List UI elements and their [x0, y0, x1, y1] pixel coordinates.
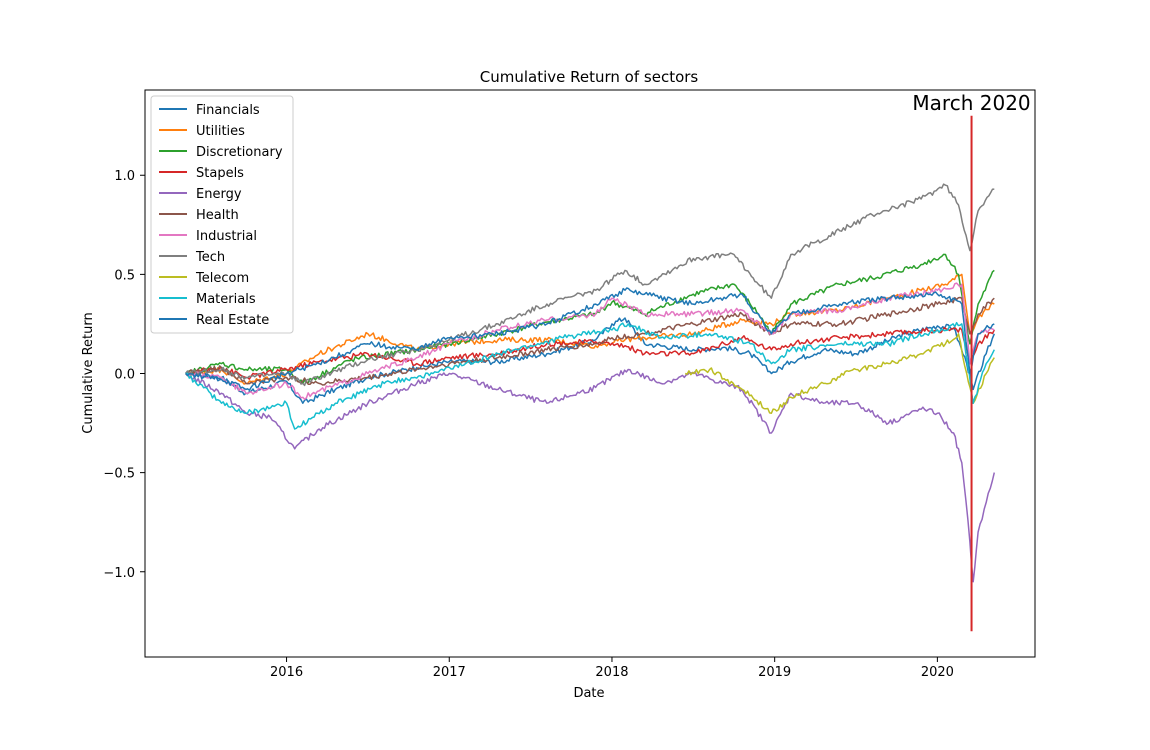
series-line-tech: [185, 183, 995, 387]
legend: Financials Utilities Discretionary Stapels E…: [150, 95, 294, 334]
x-tick-label: 2020: [921, 665, 954, 680]
y-tick-label: −0.5: [103, 467, 135, 482]
x-tick-label: 2018: [595, 665, 628, 680]
y-axis-label: Cumulative Return: [81, 312, 96, 433]
series-layer: [185, 183, 996, 583]
legend-entry-label: Real Estate: [196, 313, 269, 328]
y-tick-label: −1.0: [103, 566, 135, 581]
series-line-health: [185, 296, 995, 386]
legend-entry-label: Industrial: [196, 229, 257, 244]
series-line-industrial: [185, 282, 995, 401]
x-tick-label: 2019: [758, 665, 791, 680]
legend-entry-label: Financials: [196, 103, 260, 118]
legend-entry-label: Energy: [196, 187, 242, 202]
march-2020-annotation-label: March 2020: [912, 91, 1030, 115]
x-axis: 2016 2017 2018 2019 2020: [270, 657, 954, 680]
x-tick-label: 2017: [433, 665, 466, 680]
series-line-utilities: [185, 273, 995, 385]
legend-entry-label: Stapels: [196, 166, 244, 181]
series-line-financials: [185, 317, 995, 404]
legend-entry-label: Materials: [196, 292, 256, 307]
series-line-real-estate: [185, 287, 995, 391]
y-tick-label: 1.0: [114, 169, 135, 184]
series-line-energy: [185, 368, 996, 583]
x-tick-label: 2016: [270, 665, 303, 680]
legend-entry-label: Discretionary: [196, 145, 283, 160]
y-tick-label: 0.5: [114, 268, 135, 283]
series-line-materials: [185, 321, 995, 430]
legend-entry-label: Utilities: [196, 124, 245, 139]
y-axis: 1.0 0.5 0.0 −0.5 −1.0: [103, 169, 145, 581]
y-tick-label: 0.0: [114, 368, 135, 383]
legend-entry-label: Telecom: [195, 271, 249, 286]
series-line-stapels: [185, 326, 995, 380]
series-line-telecom: [684, 333, 995, 414]
chart-title: Cumulative Return of sectors: [480, 68, 699, 86]
legend-entry-label: Tech: [195, 250, 225, 265]
legend-entry-label: Health: [196, 208, 239, 223]
legend-box: [150, 95, 294, 334]
annotation-layer: March 2020: [912, 91, 1031, 632]
x-axis-label: Date: [573, 686, 604, 701]
series-line-discretionary: [185, 253, 995, 385]
